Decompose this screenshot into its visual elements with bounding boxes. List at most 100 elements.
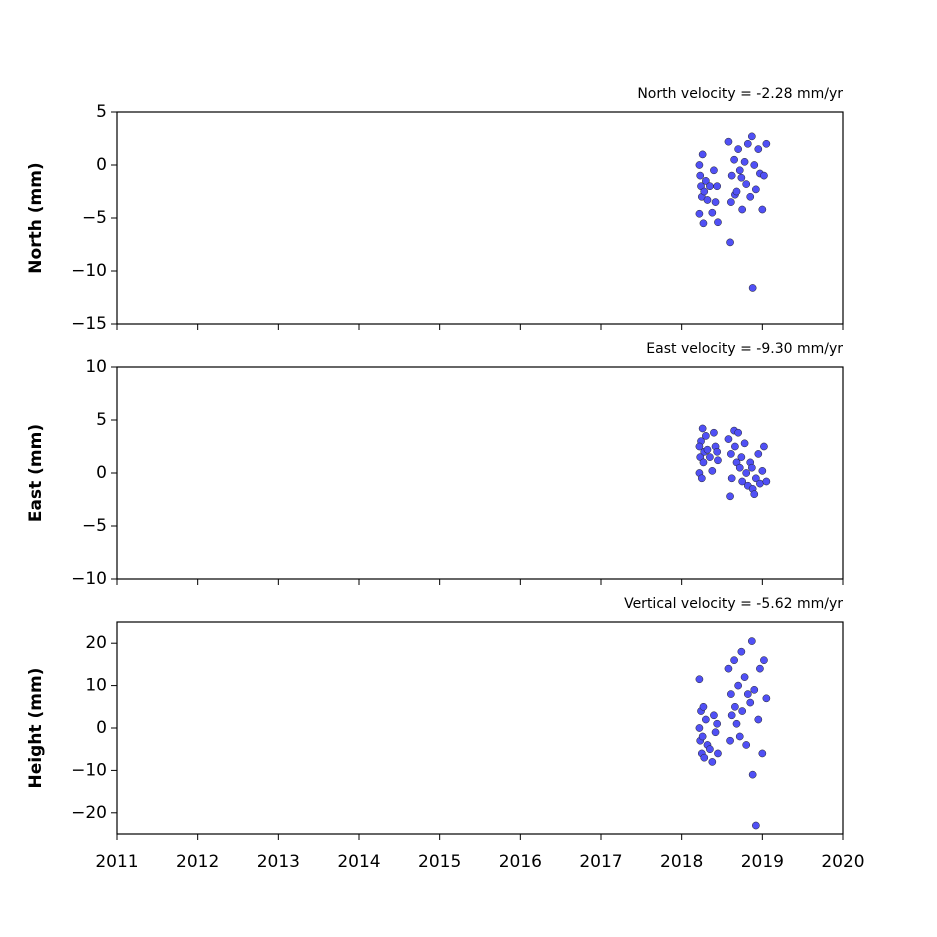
x-tick-label: 2012 — [176, 852, 219, 872]
data-point — [727, 198, 735, 206]
y-tick-label: 0 — [96, 155, 107, 175]
data-point — [747, 132, 756, 141]
data-point — [738, 205, 747, 214]
data-point — [706, 182, 714, 191]
data-point — [714, 456, 722, 465]
data-point — [708, 208, 717, 217]
x-tick-label: 2014 — [337, 852, 380, 872]
data-point — [746, 698, 755, 707]
data-point — [727, 450, 735, 458]
panel-title: East velocity = -9.30 mm/yr — [646, 341, 843, 357]
data-point — [695, 209, 704, 218]
data-point — [735, 166, 744, 175]
y-tick-label: 10 — [85, 676, 107, 696]
data-point — [702, 177, 710, 185]
data-point — [706, 745, 714, 754]
data-point — [762, 694, 771, 703]
data-point — [711, 728, 720, 737]
data-point — [731, 442, 739, 451]
data-point — [695, 675, 704, 684]
data-point — [714, 218, 722, 227]
data-point — [696, 171, 705, 180]
data-point — [695, 442, 704, 451]
data-point — [754, 450, 763, 458]
data-point — [760, 171, 768, 180]
data-point — [746, 192, 755, 201]
data-point — [734, 681, 742, 690]
y-tick-label: 20 — [85, 633, 107, 653]
data-point — [758, 205, 767, 214]
data-point — [760, 442, 768, 451]
y-tick-label: −10 — [71, 569, 107, 589]
x-tick-label: 2019 — [741, 852, 784, 872]
data-point — [702, 432, 710, 440]
data-point — [724, 664, 733, 673]
panel-title: North velocity = -2.28 mm/yr — [637, 86, 843, 102]
data-point — [700, 753, 709, 762]
y-axis-label: East (mm) — [26, 424, 46, 522]
data-point — [730, 155, 738, 164]
data-point — [695, 161, 704, 169]
data-point — [713, 447, 722, 456]
x-tick-label: 2017 — [579, 852, 622, 872]
data-point — [735, 732, 744, 741]
panel-title: Vertical velocity = -5.62 mm/yr — [624, 596, 843, 612]
data-point — [732, 187, 741, 196]
data-point — [754, 715, 763, 724]
data-point — [743, 690, 752, 698]
data-point — [730, 656, 738, 665]
data-point — [754, 145, 763, 153]
data-point — [735, 463, 744, 472]
data-point — [695, 724, 704, 732]
y-tick-label: −10 — [71, 261, 107, 281]
data-point — [758, 467, 767, 475]
data-point — [706, 453, 714, 461]
plot-frame — [116, 111, 844, 325]
data-point — [698, 732, 707, 741]
y-tick-label: 10 — [85, 357, 107, 377]
plot-frame — [116, 621, 844, 835]
data-point — [711, 198, 720, 206]
y-tick-label: −15 — [71, 314, 107, 334]
data-point — [750, 161, 759, 169]
data-point — [740, 157, 749, 166]
data-point — [762, 139, 771, 148]
data-point — [758, 749, 767, 758]
data-point — [710, 711, 718, 720]
y-axis-label: Height (mm) — [26, 668, 46, 789]
data-point — [727, 690, 735, 698]
y-tick-label: 5 — [96, 102, 107, 122]
data-point — [726, 492, 734, 501]
data-point — [750, 490, 759, 499]
x-tick-label: 2016 — [499, 852, 542, 872]
data-point — [738, 477, 747, 486]
data-point — [700, 187, 709, 196]
data-point — [726, 736, 734, 745]
data-point — [710, 428, 718, 437]
y-tick-label: 0 — [96, 718, 107, 738]
data-point — [738, 707, 747, 715]
data-point — [756, 479, 764, 488]
data-point — [737, 647, 746, 656]
data-point — [748, 284, 757, 292]
data-point — [742, 469, 751, 477]
data-point — [740, 439, 749, 448]
y-axis-label: North (mm) — [26, 162, 46, 273]
data-point — [724, 435, 733, 443]
data-point — [698, 424, 707, 433]
y-tick-label: 0 — [96, 463, 107, 483]
data-point — [727, 171, 736, 180]
data-point — [699, 219, 708, 228]
y-tick-label: −10 — [71, 760, 107, 780]
data-point — [752, 474, 760, 483]
data-point — [727, 711, 736, 720]
x-tick-label: 2020 — [821, 852, 864, 872]
data-point — [748, 770, 757, 779]
data-point — [708, 467, 717, 475]
data-point — [713, 182, 722, 191]
plot-frame — [116, 366, 844, 580]
data-point — [740, 673, 749, 681]
data-point — [702, 715, 710, 724]
data-point — [756, 664, 764, 673]
data-point — [726, 238, 734, 247]
